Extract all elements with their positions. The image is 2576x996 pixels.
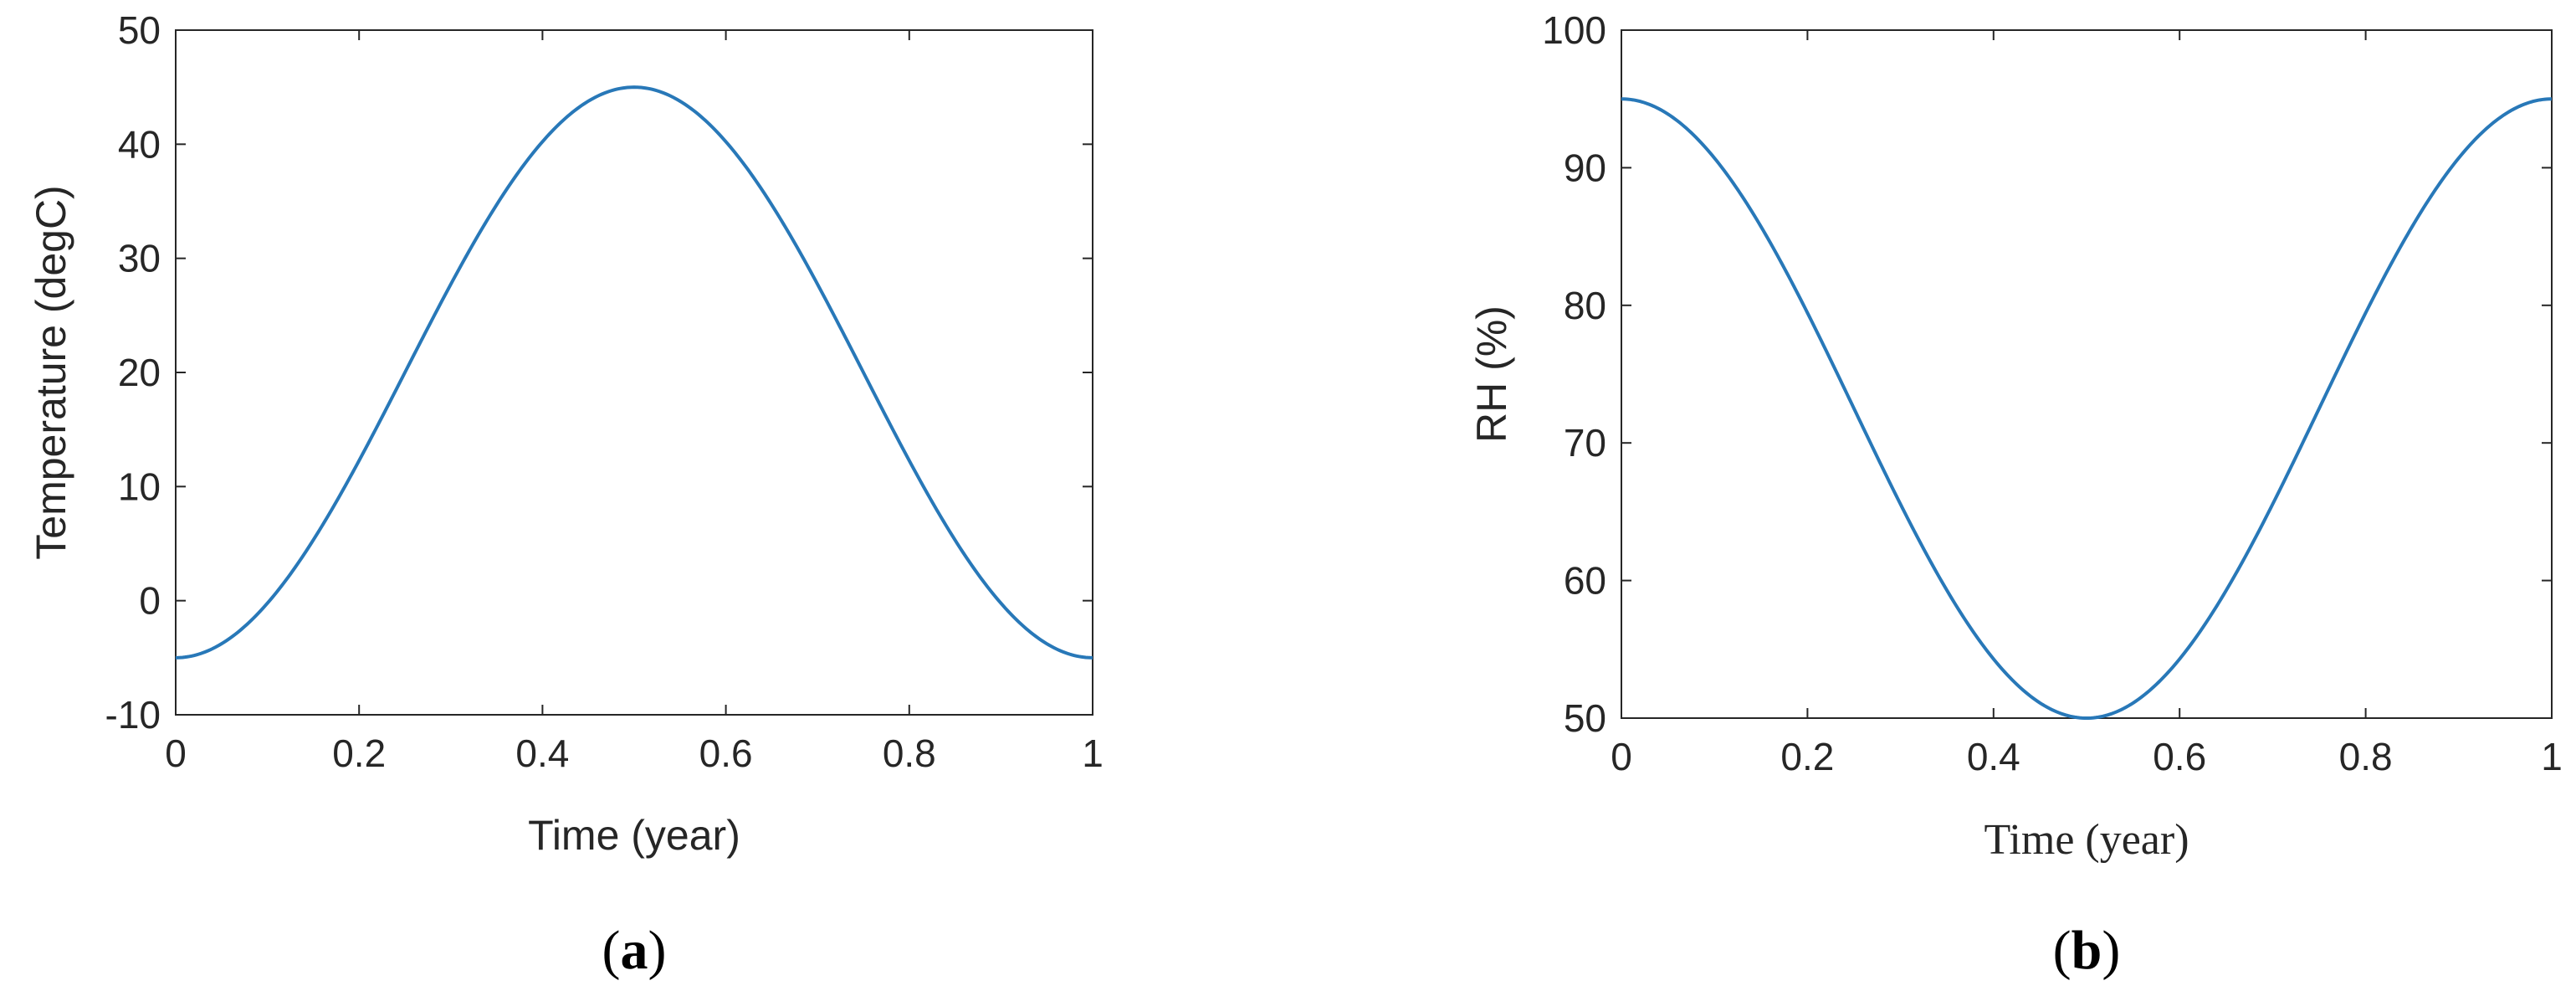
x-tick-label: 0: [165, 732, 187, 775]
y-axis-label: RH (%): [1468, 305, 1515, 443]
y-tick-label: 50: [118, 8, 161, 52]
y-tick-label: 60: [1564, 559, 1606, 603]
plot-area-frame: [175, 29, 1093, 716]
panel-label-letter: a: [621, 920, 648, 981]
x-axis-label: Time (year): [528, 812, 740, 859]
panel-label-b: (b): [2053, 920, 2121, 981]
panel-label-open: (: [2053, 920, 2072, 981]
y-tick-label: 20: [118, 351, 161, 394]
panel-label-open: (: [602, 920, 621, 981]
x-tick-label: 0.4: [1967, 735, 2020, 778]
y-axis-label: Temperature (degC): [28, 185, 74, 559]
y-tick-label: 0: [139, 579, 161, 623]
y-tick-label: 100: [1542, 8, 1606, 52]
y-ticks: -10 0 10 20 30 40 50: [105, 8, 1093, 737]
panel-label-close: ): [648, 920, 667, 981]
y-tick-label: 80: [1564, 284, 1606, 327]
y-tick-label: 90: [1564, 146, 1606, 189]
x-tick-label: 1: [2541, 735, 2563, 778]
x-tick-label: 0.6: [699, 732, 753, 775]
x-tick-label: 1: [1082, 732, 1104, 775]
panel-label-a: (a): [602, 920, 667, 981]
x-tick-label: 0.4: [515, 732, 569, 775]
panel-label-close: ): [2102, 920, 2120, 981]
x-tick-label: 0.8: [883, 732, 936, 775]
temperature-line: [175, 85, 1093, 660]
x-ticks: 0 0.2 0.4 0.6 0.8 1: [165, 30, 1104, 775]
y-tick-label: 70: [1564, 421, 1606, 465]
plot-area-frame: [1621, 29, 2553, 719]
panel-b-rh-chart: 50 60 70 80 90 100 0 0.2 0.4 0.6 0.8 1 Time (year)…: [1468, 8, 2563, 981]
y-tick-label: 10: [118, 465, 161, 508]
x-tick-label: 0: [1611, 735, 1632, 778]
x-tick-label: 0.2: [1780, 735, 1834, 778]
panel-label-letter: b: [2072, 920, 2102, 981]
x-axis-label: Time (year): [1984, 816, 2189, 864]
x-tick-label: 0.6: [2153, 735, 2206, 778]
rh-line: [1621, 97, 2553, 721]
y-tick-label: 30: [118, 237, 161, 280]
y-ticks: 50 60 70 80 90 100: [1542, 8, 2552, 740]
x-tick-label: 0.2: [332, 732, 386, 775]
y-tick-label: 40: [118, 122, 161, 166]
y-tick-label: -10: [105, 693, 161, 737]
y-tick-label: 50: [1564, 696, 1606, 740]
x-ticks: 0 0.2 0.4 0.6 0.8 1: [1611, 30, 2563, 778]
x-tick-label: 0.8: [2339, 735, 2393, 778]
